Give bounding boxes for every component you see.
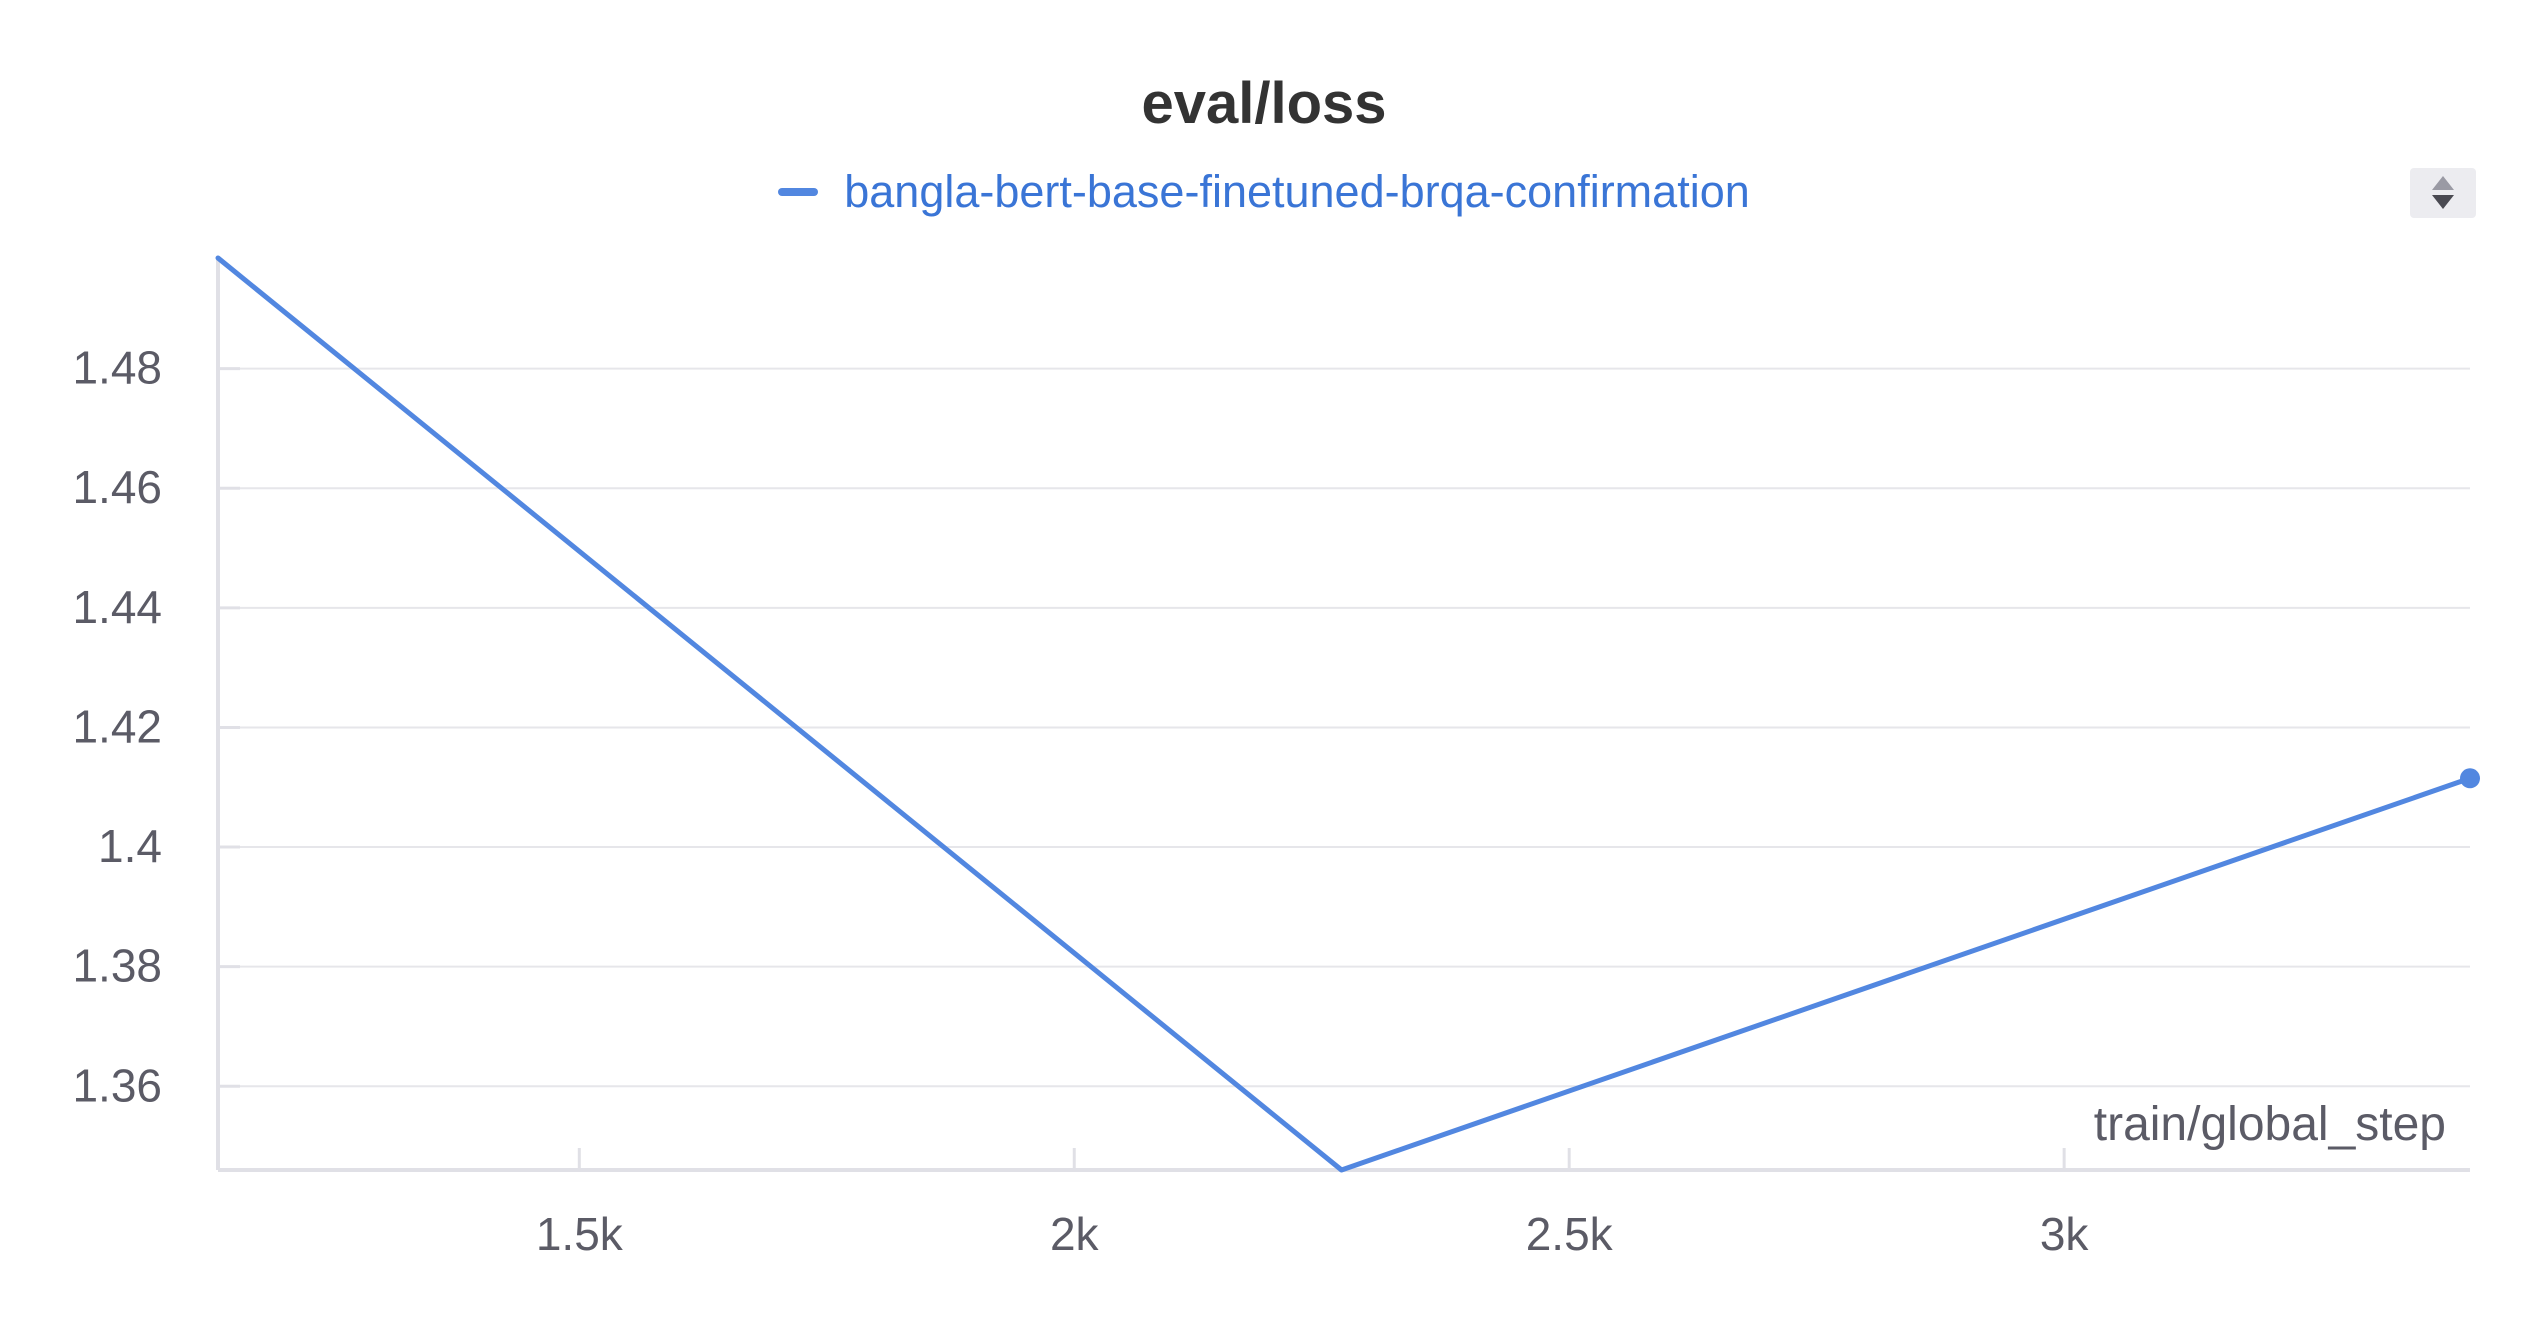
arrow-up-icon [2432, 176, 2454, 190]
series-line [215, 255, 2473, 1173]
y-tick-label: 1.42 [72, 700, 162, 752]
chart-title: eval/loss [1141, 71, 1387, 136]
y-tick-label: 1.48 [72, 342, 162, 394]
y-tick-label: 1.36 [72, 1059, 162, 1111]
series-end-point [2460, 768, 2480, 789]
legend[interactable]: bangla-bert-base-finetuned-brqa-confirma… [0, 166, 2528, 218]
y-tick-label: 1.46 [72, 461, 162, 513]
legend-series-label[interactable]: bangla-bert-base-finetuned-brqa-confirma… [844, 166, 1750, 217]
x-tick-label: 1.5k [536, 1208, 624, 1260]
arrow-down-icon [2432, 195, 2454, 209]
y-tick-label: 1.38 [72, 940, 162, 992]
x-tick-label: 2.5k [1526, 1208, 1614, 1260]
legend-swatch [778, 188, 819, 196]
x-tick-label: 3k [2040, 1208, 2090, 1260]
sort-arrows-icon[interactable] [2410, 168, 2476, 218]
y-tick-label: 1.44 [72, 581, 162, 633]
y-tick-label: 1.4 [98, 820, 162, 872]
x-tick-label: 2k [1050, 1208, 1100, 1260]
x-axis-label: train/global_step [2094, 1098, 2446, 1151]
